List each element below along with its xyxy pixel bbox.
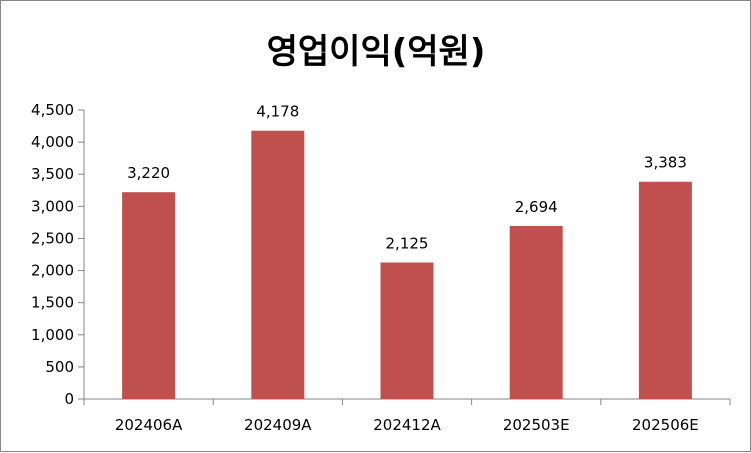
bar [122,192,176,399]
x-axis: 202406A 202409A 202412A 202503E 202506E [83,398,731,434]
y-tick-label: 4,500 [31,101,74,119]
data-label: 2,694 [515,198,558,216]
bar [638,181,692,399]
y-tick-label: 2,000 [31,262,74,280]
y-tick-label: 3,500 [31,165,74,183]
x-tick-label: 202506E [632,416,699,434]
data-label: 4,178 [256,103,299,121]
data-label: 3,220 [127,164,170,182]
x-tick-label: 202406A [115,416,183,434]
x-tick-label: 202412A [373,416,441,434]
bar [380,262,434,399]
data-label: 3,383 [644,154,687,172]
y-tick-label: 1,500 [31,294,74,312]
y-axis: 0 500 1,000 1,500 2,000 2,500 3,000 3,500 4,000 4… [31,101,85,408]
y-tick-label: 2,500 [31,229,74,247]
data-labels: 3,220 4,178 2,125 2,694 3,383 [127,103,687,253]
y-tick-label: 3,000 [31,197,74,215]
bar-series [122,130,692,399]
y-tick-label: 0 [64,390,74,408]
y-tick-label: 4,000 [31,133,74,151]
x-tick-label: 202503E [503,416,570,434]
x-tick-label: 202409A [244,416,312,434]
y-tick-label: 500 [45,358,74,376]
data-label: 2,125 [386,235,429,253]
y-tick-label: 1,000 [31,326,74,344]
chart-title: 영업이익(억원) [267,32,486,72]
bar [509,225,563,399]
bar [251,130,305,399]
